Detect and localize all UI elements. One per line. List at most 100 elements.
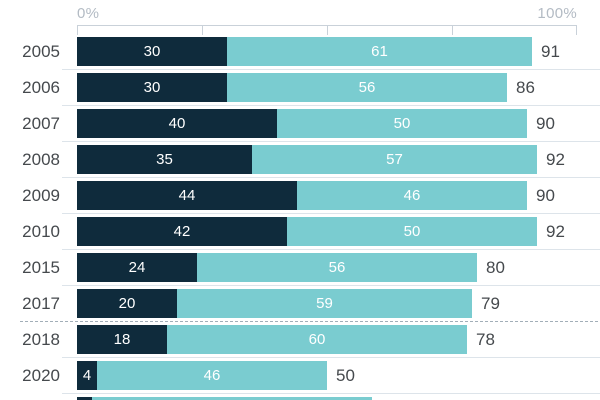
bar-row-2017: 2017 20 59 79 [0,289,600,325]
bar-segment-dark[interactable]: 24 [77,253,197,282]
stacked-bar[interactable]: 20 59 [77,289,472,318]
bar-segment-dark[interactable]: 30 [77,37,227,66]
year-label: 2008 [22,150,60,169]
bar-row-2015: 2015 24 56 80 [0,253,600,289]
bar-segment-teal[interactable]: 56 [227,73,507,102]
bar-row-2010: 2010 42 50 92 [0,217,600,253]
bar-segment-dark[interactable]: 20 [77,289,177,318]
bar-row-2005: 2005 30 61 91 [0,37,600,73]
segment-value-label: 20 [118,295,136,312]
total-value-label: 92 [546,222,565,241]
row-separator [62,393,600,394]
bar-segment-teal[interactable]: 50 [277,109,527,138]
year-label: 2009 [22,186,60,205]
segment-value-label: 35 [156,151,173,168]
bar-segment-teal[interactable] [92,397,372,400]
total-value-label: 91 [541,42,560,61]
bar-segment-teal[interactable]: 56 [197,253,477,282]
bar-segment-dark[interactable]: 18 [77,325,167,354]
axis-tick [576,26,577,35]
bar-segment-dark[interactable]: 40 [77,109,277,138]
bar-segment-teal[interactable]: 59 [177,289,472,318]
bar-row-2009: 2009 44 46 90 [0,181,600,217]
total-value-label: 78 [476,330,495,349]
stacked-bar[interactable]: 30 61 [77,37,532,66]
total-value-label: 79 [481,294,500,313]
bar-segment-dark[interactable]: 35 [77,145,252,174]
bar-segment-dark[interactable]: 44 [77,181,297,210]
row-separator [62,213,600,214]
segment-value-label: 42 [173,223,191,240]
bar-row-partial [0,397,600,400]
axis-tick [77,26,78,35]
bar-row-2007: 2007 40 50 90 [0,109,600,145]
axis-max-label: 100% [537,5,577,22]
stacked-bar[interactable]: 40 50 [77,109,527,138]
bar-segment-teal[interactable]: 46 [297,181,527,210]
bar-segment-teal[interactable]: 60 [167,325,467,354]
bar-row-2008: 2008 35 57 92 [0,145,600,181]
bar-segment-dark[interactable]: 30 [77,73,227,102]
stacked-bar[interactable]: 4 46 [77,361,327,390]
axis-tick [327,26,328,35]
stacked-bar[interactable]: 30 56 [77,73,507,102]
row-separator [62,141,600,142]
segment-value-label: 18 [113,331,131,348]
segment-value-label: 30 [143,43,161,60]
segment-value-label: 50 [403,223,421,240]
total-value-label: 90 [536,114,555,133]
segment-value-label: 4 [82,367,92,384]
total-value-label: 92 [546,150,565,169]
stacked-bar[interactable]: 24 56 [77,253,477,282]
row-separator [62,177,600,178]
bar-segment-teal[interactable]: 57 [252,145,537,174]
bar-segment-teal[interactable]: 50 [287,217,537,246]
segment-value-label: 46 [403,187,421,204]
segment-value-label: 30 [143,79,161,96]
segment-value-label: 46 [203,367,221,384]
year-label: 2015 [22,258,60,277]
bar-row-2018: 2018 18 60 78 [0,325,600,361]
axis-tick [202,26,203,35]
bar-segment-dark[interactable]: 4 [77,361,97,390]
total-value-label: 80 [486,258,505,277]
row-separator [62,249,600,250]
row-separator [62,357,600,358]
bar-row-2006: 2006 30 56 86 [0,73,600,109]
year-label: 2007 [22,114,60,133]
segment-value-label: 56 [328,259,346,276]
year-label: 2006 [22,78,60,97]
total-value-label: 86 [516,78,535,97]
row-separator [20,321,598,322]
stacked-bar[interactable] [77,397,372,400]
bar-row-2020: 2020 4 46 50 [0,361,600,397]
total-value-label: 90 [536,186,555,205]
total-value-label: 50 [336,366,355,385]
x-axis-line [77,25,577,35]
axis-min-label: 0% [77,5,100,22]
row-separator [62,105,600,106]
year-label: 2017 [22,294,60,313]
segment-value-label: 57 [386,151,403,168]
row-separator [62,285,600,286]
segment-value-label: 40 [168,115,186,132]
axis-tick [452,26,453,35]
stacked-bar[interactable]: 18 60 [77,325,467,354]
stacked-bar[interactable]: 35 57 [77,145,537,174]
year-label: 2020 [22,366,60,385]
year-label: 2010 [22,222,60,241]
segment-value-label: 61 [371,43,388,60]
stacked-bar[interactable]: 44 46 [77,181,527,210]
segment-value-label: 59 [316,295,333,312]
segment-value-label: 44 [178,187,196,204]
year-label: 2005 [22,42,60,61]
bar-segment-teal[interactable]: 46 [97,361,327,390]
segment-value-label: 50 [393,115,411,132]
bar-segment-dark[interactable] [77,397,92,400]
stacked-bar[interactable]: 42 50 [77,217,537,246]
year-label: 2018 [22,330,60,349]
segment-value-label: 60 [308,331,326,348]
bar-segment-dark[interactable]: 42 [77,217,287,246]
bar-segment-teal[interactable]: 61 [227,37,532,66]
